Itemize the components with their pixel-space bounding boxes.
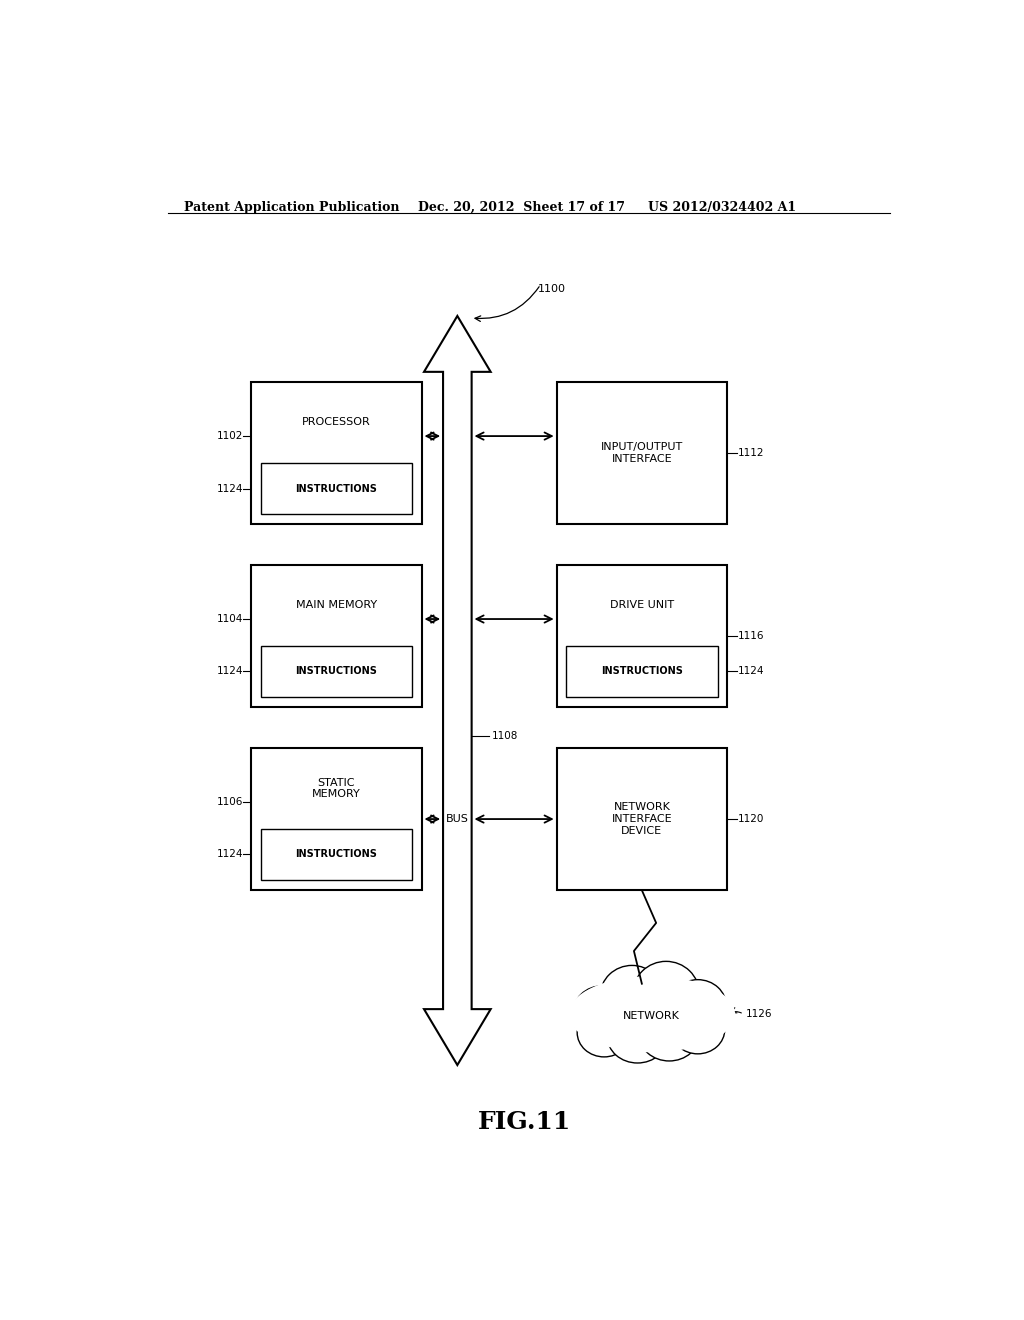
Text: Dec. 20, 2012  Sheet 17 of 17: Dec. 20, 2012 Sheet 17 of 17 xyxy=(418,201,625,214)
Ellipse shape xyxy=(671,1005,725,1053)
Text: US 2012/0324402 A1: US 2012/0324402 A1 xyxy=(648,201,796,214)
Text: 1100: 1100 xyxy=(539,284,566,294)
Ellipse shape xyxy=(670,979,726,1032)
Text: 1104: 1104 xyxy=(217,614,243,624)
Bar xyxy=(251,381,422,524)
Bar xyxy=(557,381,727,524)
Ellipse shape xyxy=(639,1008,699,1061)
Text: PROCESSOR: PROCESSOR xyxy=(302,417,371,428)
Text: NETWORK: NETWORK xyxy=(624,1011,680,1022)
Text: 1106: 1106 xyxy=(217,797,243,807)
Ellipse shape xyxy=(607,1010,668,1063)
Text: 1116: 1116 xyxy=(738,631,765,642)
Text: INSTRUCTIONS: INSTRUCTIONS xyxy=(601,667,683,676)
Ellipse shape xyxy=(633,961,699,1027)
Ellipse shape xyxy=(600,965,664,1027)
Text: BUS: BUS xyxy=(445,814,469,824)
Text: 1120: 1120 xyxy=(738,814,765,824)
Text: STATIC
MEMORY: STATIC MEMORY xyxy=(312,777,360,799)
Bar xyxy=(260,645,412,697)
Bar xyxy=(260,829,412,880)
Text: 1124: 1124 xyxy=(216,667,243,676)
Bar xyxy=(251,748,422,890)
Text: 1108: 1108 xyxy=(492,731,518,741)
Bar xyxy=(557,748,727,890)
Text: 1124: 1124 xyxy=(216,850,243,859)
Bar xyxy=(566,645,718,697)
Text: 1112: 1112 xyxy=(738,449,765,458)
Text: INSTRUCTIONS: INSTRUCTIONS xyxy=(295,850,377,859)
Bar xyxy=(260,463,412,515)
Text: 1124: 1124 xyxy=(738,667,765,676)
Text: DRIVE UNIT: DRIVE UNIT xyxy=(610,601,674,610)
Text: INSTRUCTIONS: INSTRUCTIONS xyxy=(295,483,377,494)
Ellipse shape xyxy=(572,986,633,1043)
Text: 1124: 1124 xyxy=(216,483,243,494)
Bar xyxy=(557,565,727,708)
Ellipse shape xyxy=(568,975,735,1052)
Text: 1126: 1126 xyxy=(745,1010,772,1019)
Ellipse shape xyxy=(578,1008,631,1057)
Text: INPUT/OUTPUT
INTERFACE: INPUT/OUTPUT INTERFACE xyxy=(601,442,683,463)
Polygon shape xyxy=(424,315,490,1065)
Text: NETWORK
INTERFACE
DEVICE: NETWORK INTERFACE DEVICE xyxy=(611,803,672,836)
Text: Patent Application Publication: Patent Application Publication xyxy=(183,201,399,214)
Text: MAIN MEMORY: MAIN MEMORY xyxy=(296,601,377,610)
Text: FIG.11: FIG.11 xyxy=(478,1110,571,1134)
Text: 1102: 1102 xyxy=(217,432,243,441)
Bar xyxy=(251,565,422,708)
Text: INSTRUCTIONS: INSTRUCTIONS xyxy=(295,667,377,676)
